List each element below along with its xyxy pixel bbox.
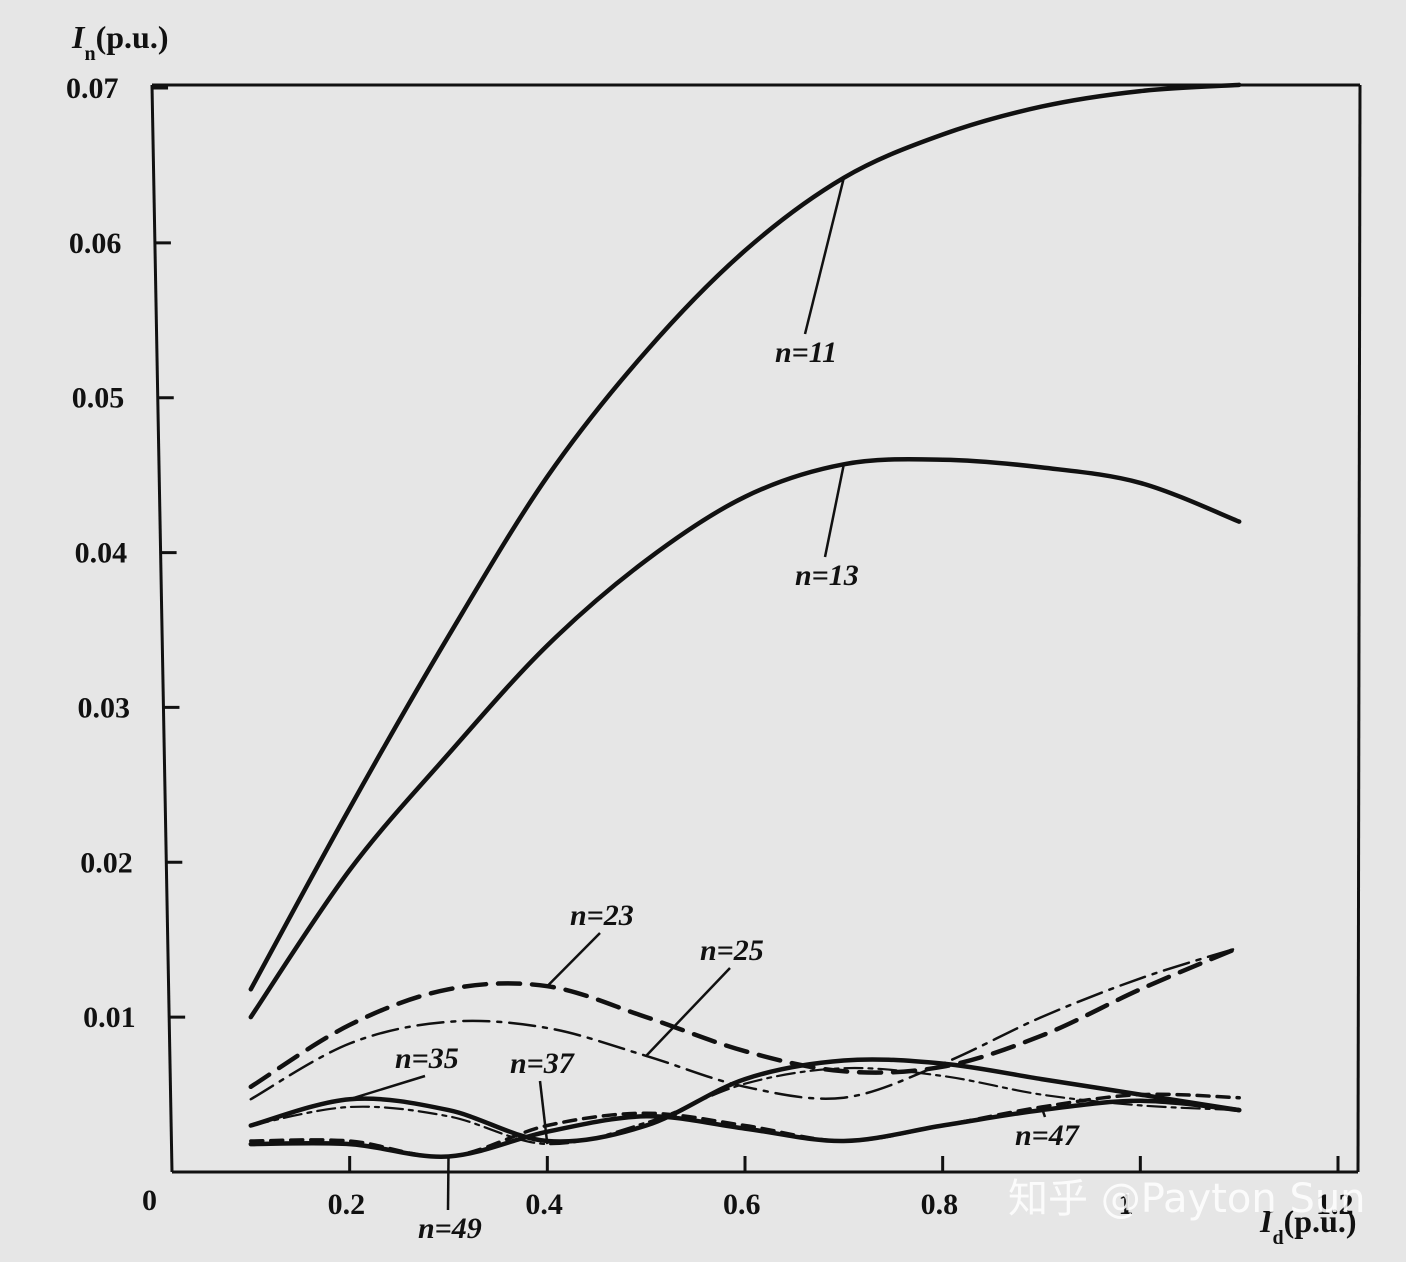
curve-label-n-37: n=37 (510, 1047, 575, 1080)
frame-right (1356, 84, 1362, 1173)
leader-line (645, 967, 731, 1057)
leader-line (803, 177, 846, 335)
y-tick-label: 0.05 (72, 382, 125, 415)
x-tick-label: 0.2 (328, 1188, 366, 1221)
x-axis-title-main: I (1259, 1203, 1274, 1239)
curve-label-n-25: n=25 (700, 934, 764, 967)
y-tick-label: 0.03 (77, 691, 130, 724)
plot-frame (150, 83, 1362, 1174)
series-line-n-35 (248, 1057, 1242, 1144)
series-layer (248, 82, 1242, 1159)
leader-line (446, 1156, 450, 1211)
x-tick-label: 1.2 (1316, 1188, 1354, 1221)
curve-label-n-49: n=49 (418, 1212, 482, 1245)
y-tick-label: 0.07 (66, 72, 119, 105)
x-axis-title-unit: (p.u.) (1284, 1203, 1357, 1239)
curve-label-n-11: n=11 (775, 336, 837, 369)
curve-label-n-23: n=23 (570, 899, 634, 932)
y-axis-title-main: I (71, 19, 86, 55)
y-axis-line (150, 84, 174, 1173)
series-line-n-49 (248, 1098, 1242, 1159)
leader-line (349, 1074, 426, 1101)
series-line-n-25 (249, 946, 1241, 1101)
leader-line (1040, 1106, 1047, 1118)
curve-label-n-47: n=47 (1015, 1119, 1080, 1152)
series-line-n-37 (249, 1066, 1241, 1146)
leader-line (823, 464, 846, 558)
y-tick-label: 0.04 (75, 537, 128, 570)
y-tick-label: 0.06 (69, 227, 122, 260)
leader-line (538, 1080, 549, 1145)
series-line-n-11 (248, 82, 1242, 992)
series-line-n-23 (248, 945, 1242, 1090)
x-tick-label: 0.6 (723, 1188, 761, 1221)
origin-label: 0 (142, 1184, 157, 1217)
y-ticks: 0.01 0.02 0.03 0.04 0.05 0.06 0.07 (66, 72, 186, 1034)
x-tick-label: 0.8 (921, 1188, 959, 1221)
y-tick-label: 0.02 (80, 846, 133, 879)
series-line-n-13 (248, 457, 1242, 1020)
leader-line (546, 932, 601, 988)
curve-label-n-13: n=13 (795, 559, 859, 592)
y-tick-label: 0.01 (83, 1001, 136, 1034)
curve-label-n-35: n=35 (395, 1042, 459, 1075)
x-tick-label: 0.4 (525, 1188, 563, 1221)
curve-labels: n=11 n=13 n=23 n=25 n=35 n=37 n=47 n=49 (349, 177, 1080, 1245)
x-axis-title-sub: d (1272, 1227, 1283, 1249)
x-ticks: 0.2 0.4 0.6 0.8 1 1.2 (328, 1156, 1354, 1221)
watermark: 知乎 @Payton Sun (1008, 1176, 1366, 1222)
x-axis-title: Id(p.u.) (1259, 1203, 1356, 1249)
x-tick-label: 1 (1118, 1188, 1133, 1221)
y-axis-title: In(p.u.) (71, 19, 168, 65)
y-axis-title-sub: n (84, 43, 95, 65)
y-axis-title-unit: (p.u.) (96, 19, 169, 55)
